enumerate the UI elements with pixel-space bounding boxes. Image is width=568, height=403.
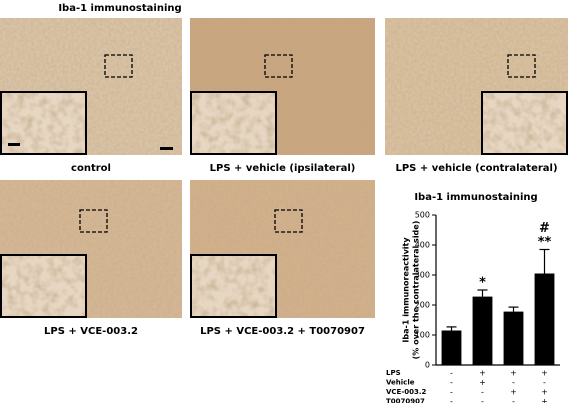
y-tick-label: 500	[415, 211, 430, 220]
y-tick-label: 200	[415, 301, 430, 310]
dashed-roi	[79, 209, 108, 233]
scale-bar	[160, 147, 173, 150]
y-tick-label: 400	[415, 241, 430, 250]
y-tick-label: 100	[415, 331, 430, 340]
y-axis-label: (% over the contralateral side)	[412, 221, 421, 360]
panel-caption: LPS + VCE-003.2	[44, 326, 138, 337]
panel-caption: LPS + vehicle (ipsilateral)	[210, 163, 356, 174]
treatment-label: Vehicle	[386, 379, 415, 387]
treatment-label: VCE-003.2	[386, 388, 427, 396]
bar	[503, 311, 524, 365]
significance-mark: #	[539, 221, 550, 236]
y-tick-label: 0	[425, 361, 430, 370]
treatment-sign: +	[479, 369, 486, 378]
treatment-sign: +	[510, 388, 517, 397]
error-bar	[508, 306, 519, 312]
treatment-sign: -	[450, 369, 453, 378]
inset-texture	[2, 256, 85, 316]
significance-mark: *	[479, 276, 486, 291]
dashed-roi	[274, 209, 303, 233]
treatment-sign: -	[450, 397, 453, 403]
treatment-sign: -	[450, 378, 453, 387]
chart-title: Iba-1 immunostaining	[414, 192, 537, 203]
treatment-sign: -	[450, 388, 453, 397]
treatment-sign: +	[510, 369, 517, 378]
inset-texture	[192, 93, 275, 153]
treatment-sign: +	[541, 388, 548, 397]
panel-caption: LPS + VCE-003.2 + T0070907	[200, 326, 365, 337]
bar	[472, 296, 493, 365]
treatment-sign: -	[512, 397, 515, 403]
error-bar	[446, 326, 457, 331]
dashed-roi	[104, 54, 133, 78]
treatment-sign: -	[543, 378, 546, 387]
treatment-label: LPS	[386, 369, 401, 377]
dashed-roi	[264, 54, 293, 78]
inset-texture	[483, 93, 566, 153]
y-axis-label: Iba-1 immunoreactivity	[402, 237, 411, 343]
bar	[534, 273, 555, 365]
panel-caption: LPS + vehicle (contralateral)	[395, 163, 557, 174]
inset-texture	[192, 256, 275, 316]
figure-title: Iba-1 immunostaining	[58, 3, 181, 14]
scale-bar	[8, 143, 20, 146]
y-tick-label: 300	[415, 271, 430, 280]
error-bar	[477, 289, 488, 297]
treatment-label: T0070907	[386, 398, 425, 403]
treatment-sign: -	[512, 378, 515, 387]
significance-mark: **	[538, 235, 552, 250]
treatment-sign: -	[481, 397, 484, 403]
treatment-sign: -	[481, 388, 484, 397]
panel-caption: control	[71, 163, 111, 174]
treatment-sign: +	[479, 378, 486, 387]
treatment-sign: +	[541, 397, 548, 403]
error-bar	[539, 248, 550, 274]
bar	[441, 330, 462, 365]
treatment-sign: +	[541, 369, 548, 378]
dashed-roi	[507, 54, 536, 78]
